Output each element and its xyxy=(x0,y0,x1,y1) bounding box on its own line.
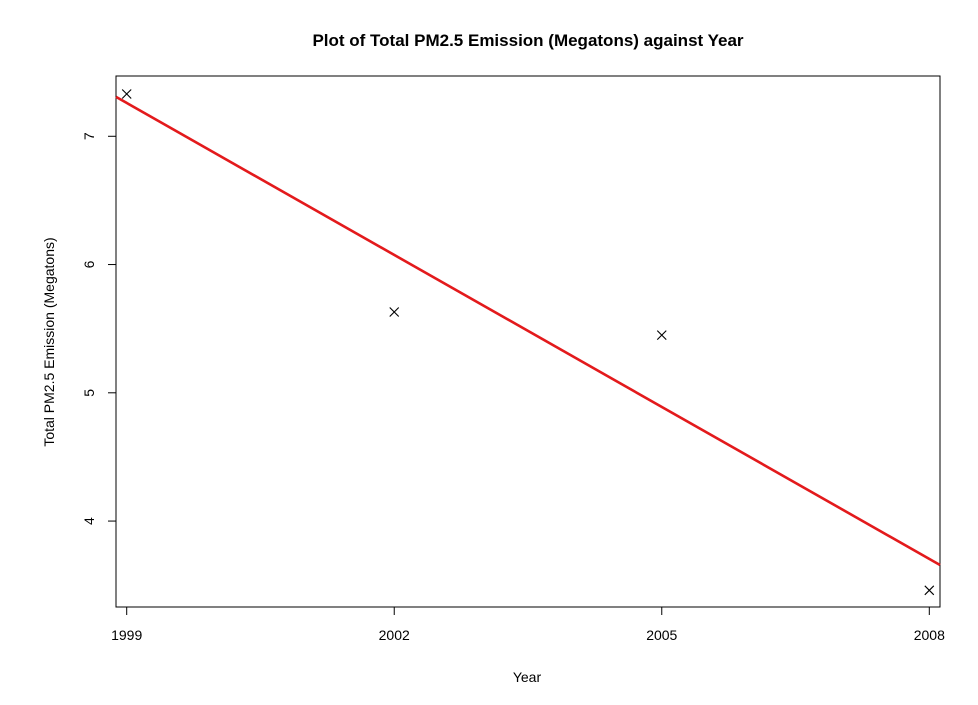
chart-title: Plot of Total PM2.5 Emission (Megatons) … xyxy=(312,31,743,50)
y-axis: 4 5 6 7 xyxy=(81,132,116,525)
data-point-stroke xyxy=(121,89,132,99)
x-tick-label: 1999 xyxy=(111,627,142,643)
points-group xyxy=(121,89,935,596)
y-tick-label: 6 xyxy=(81,260,97,268)
data-point xyxy=(656,330,667,340)
data-point-stroke xyxy=(924,585,935,596)
x-tick-label: 2008 xyxy=(914,627,945,643)
data-point xyxy=(389,307,400,317)
x-tick-label: 2005 xyxy=(646,627,677,643)
fit-line-group xyxy=(115,95,941,567)
x-axis: 1999 2002 2005 2008 xyxy=(111,607,945,643)
data-point-stroke xyxy=(389,307,400,317)
y-tick-label: 5 xyxy=(81,389,97,397)
plot-area-border xyxy=(115,75,941,608)
data-point xyxy=(121,89,132,99)
y-tick-label: 7 xyxy=(81,132,97,140)
regression-line xyxy=(115,95,941,567)
y-axis-label: Total PM2.5 Emission (Megatons) xyxy=(41,237,57,446)
y-tick-label: 4 xyxy=(81,517,97,525)
data-point xyxy=(924,585,935,596)
x-tick-label: 2002 xyxy=(379,627,410,643)
data-point-stroke xyxy=(656,330,667,340)
x-axis-label: Year xyxy=(513,669,542,685)
